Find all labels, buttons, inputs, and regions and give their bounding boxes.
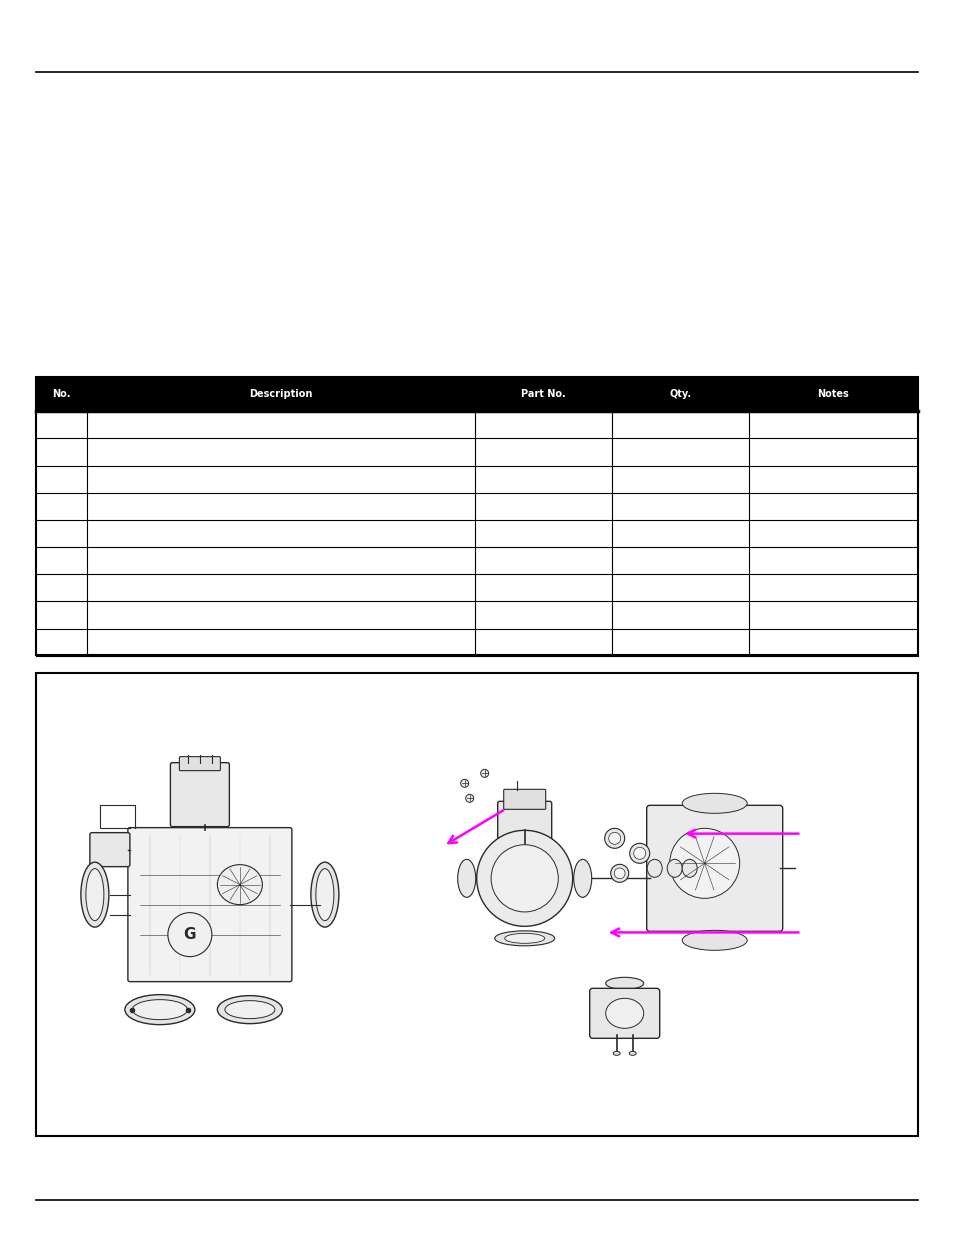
FancyBboxPatch shape [497,802,551,866]
FancyBboxPatch shape [589,988,659,1039]
Ellipse shape [504,934,544,944]
Bar [36,377,917,411]
Ellipse shape [132,999,187,1020]
Ellipse shape [81,862,109,927]
Ellipse shape [311,862,338,927]
Ellipse shape [573,860,591,898]
Circle shape [168,913,212,957]
FancyBboxPatch shape [171,763,229,826]
FancyBboxPatch shape [179,757,220,771]
Ellipse shape [681,793,746,814]
Ellipse shape [646,860,661,877]
Ellipse shape [480,769,488,777]
Text: No.: No. [52,389,71,399]
Ellipse shape [629,844,649,863]
Ellipse shape [605,977,643,989]
Ellipse shape [86,868,104,920]
Bar [36,673,917,1136]
Text: Part No.: Part No. [520,389,565,399]
Circle shape [669,829,739,898]
Ellipse shape [681,860,697,877]
Ellipse shape [125,994,194,1025]
Ellipse shape [614,868,624,879]
Ellipse shape [605,998,643,1029]
FancyBboxPatch shape [646,805,781,931]
Ellipse shape [608,832,620,845]
Text: Qty.: Qty. [668,389,691,399]
Ellipse shape [613,1051,619,1056]
Text: Notes: Notes [817,389,848,399]
Ellipse shape [457,860,476,898]
FancyBboxPatch shape [503,789,545,809]
Ellipse shape [460,779,468,788]
Ellipse shape [610,864,628,882]
Ellipse shape [315,868,334,920]
Circle shape [476,830,572,926]
Ellipse shape [465,794,474,803]
Ellipse shape [225,1000,274,1019]
Bar [36,377,917,655]
FancyBboxPatch shape [128,827,292,982]
Ellipse shape [629,1051,636,1056]
FancyBboxPatch shape [90,832,130,867]
Ellipse shape [604,829,624,848]
Ellipse shape [495,931,554,946]
Circle shape [491,845,558,911]
Text: Description: Description [250,389,313,399]
Ellipse shape [681,930,746,950]
Ellipse shape [666,860,681,877]
Text: G: G [183,927,196,942]
Ellipse shape [217,864,262,904]
Ellipse shape [633,847,645,860]
Ellipse shape [217,995,282,1024]
